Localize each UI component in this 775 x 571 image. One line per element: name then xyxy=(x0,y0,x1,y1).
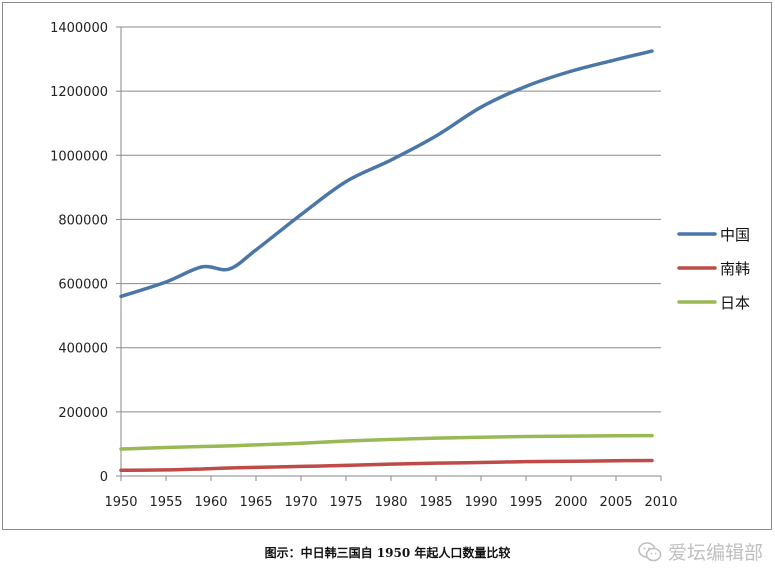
watermark: 爱坛编辑部 xyxy=(638,538,763,565)
watermark-text: 爱坛编辑部 xyxy=(667,542,763,564)
x-tick-label: 1995 xyxy=(509,495,542,510)
y-tick-label: 1200000 xyxy=(50,85,108,100)
chart-caption: 图示：中日韩三国自 1950 年起人口数量比较 xyxy=(264,546,511,560)
x-tick-label: 2010 xyxy=(644,495,677,510)
series-line-3 xyxy=(119,433,654,451)
x-tick-label: 1985 xyxy=(419,495,452,510)
y-tick-label: 200000 xyxy=(58,406,108,421)
x-tick-label: 1980 xyxy=(374,495,407,510)
wechat-logo-icon xyxy=(638,541,662,561)
x-tick-label: 1955 xyxy=(149,495,182,510)
line-chart: 0 200000 400000 600000 800000 1000000 1200000 1… xyxy=(50,21,750,510)
y-tick-label: 1400000 xyxy=(50,21,108,36)
series-line-1 xyxy=(119,49,654,299)
x-tick-label: 1975 xyxy=(329,495,362,510)
x-tick-label: 1965 xyxy=(239,495,272,510)
legend-label: 日本 xyxy=(720,294,750,312)
caption-bar: 图示：中日韩三国自 1950 年起人口数量比较 爱坛编辑部 xyxy=(0,534,775,571)
chart-frame: 0 200000 400000 600000 800000 1000000 1200000 1… xyxy=(2,2,772,530)
x-tick-label: 1950 xyxy=(104,495,137,510)
y-tick-label: 800000 xyxy=(58,213,108,228)
legend-label: 中国 xyxy=(720,226,750,244)
x-tick-label: 1960 xyxy=(194,495,227,510)
x-tick-label: 1970 xyxy=(284,495,317,510)
x-tick-label: 2005 xyxy=(599,495,632,510)
y-tick-label: 600000 xyxy=(58,278,108,293)
series-line-2 xyxy=(119,458,654,472)
y-tick-label: 400000 xyxy=(58,342,108,357)
x-tick-label: 2000 xyxy=(554,495,587,510)
legend-label: 南韩 xyxy=(720,260,750,278)
y-tick-label: 0 xyxy=(100,470,108,485)
y-tick-label: 1000000 xyxy=(50,149,108,164)
x-tick-label: 1990 xyxy=(464,495,497,510)
